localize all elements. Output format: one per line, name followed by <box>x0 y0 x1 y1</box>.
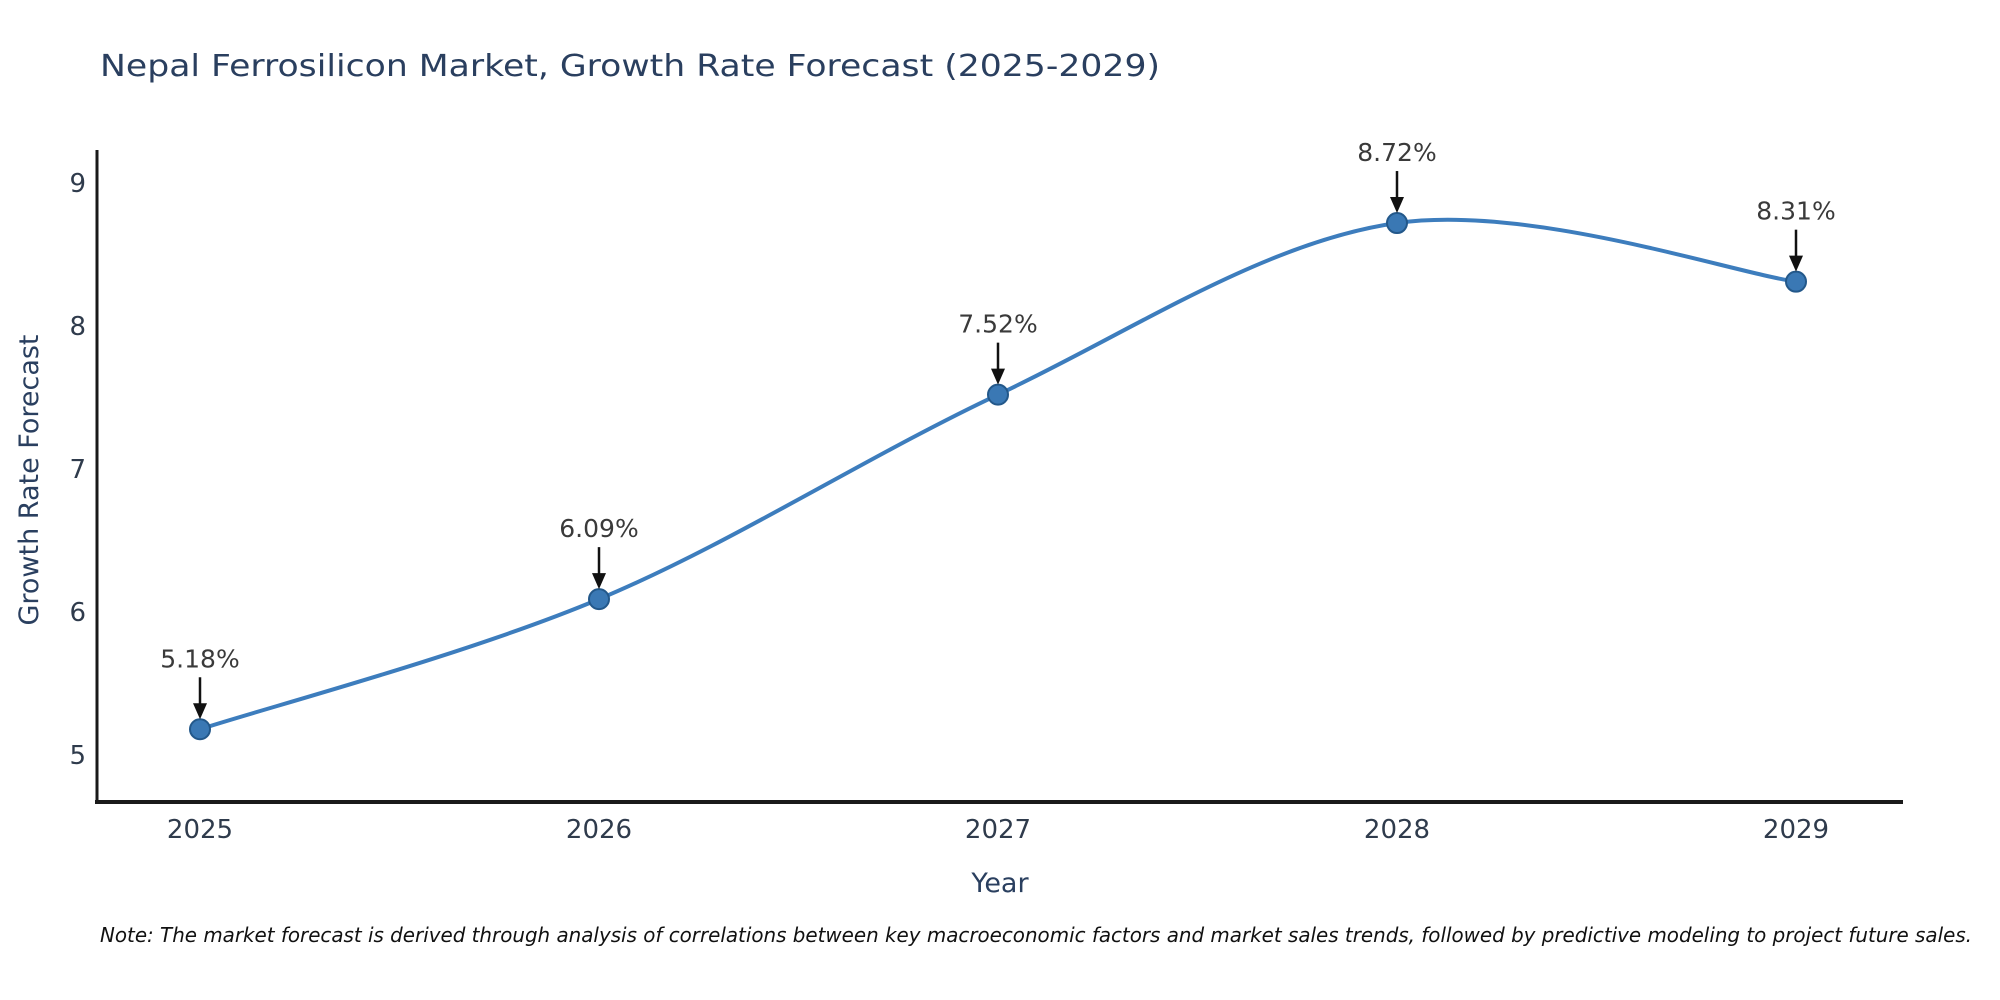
x-tick-2026: 2026 <box>566 815 632 845</box>
y-tick-7: 7 <box>69 455 86 485</box>
data-point-2027 <box>987 383 1009 406</box>
y-tick-9: 9 <box>69 169 86 199</box>
x-tick-2025: 2025 <box>167 815 233 845</box>
point-annotations: 5.18% 6.09% 7.52% 8.72% 8.31% <box>160 138 1836 720</box>
annotation-label-2028: 8.72% <box>1357 138 1436 167</box>
y-axis-title: Growth Rate Forecast <box>14 334 45 625</box>
data-point-2029 <box>1785 270 1807 293</box>
annotation-label-2029: 8.31% <box>1756 197 1835 226</box>
x-tick-2029: 2029 <box>1763 815 1829 845</box>
x-axis-title: Year <box>970 868 1029 899</box>
data-point-2025 <box>189 718 211 741</box>
annotation-label-2026: 6.09% <box>559 514 638 543</box>
axes <box>95 150 1903 804</box>
annotation-2025: 5.18% <box>160 644 240 720</box>
data-point-2028 <box>1386 212 1408 235</box>
annotation-2026: 6.09% <box>559 514 639 590</box>
y-tick-8: 8 <box>69 312 86 342</box>
x-tick-labels: 2025 2026 2027 2028 2029 <box>167 815 1829 845</box>
annotation-label-2027: 7.52% <box>958 310 1037 339</box>
annotation-2029: 8.31% <box>1756 197 1836 272</box>
annotation-arrow-head <box>991 368 1005 385</box>
annotation-2028: 8.72% <box>1357 138 1437 214</box>
y-tick-labels: 5 6 7 8 9 <box>69 169 86 771</box>
y-tick-5: 5 <box>69 741 86 771</box>
chart-title: Nepal Ferrosilicon Market, Growth Rate F… <box>100 49 1160 84</box>
x-tick-2028: 2028 <box>1364 815 1430 845</box>
annotation-arrow-head <box>1390 197 1404 214</box>
data-point-2026 <box>588 588 610 611</box>
y-tick-6: 6 <box>69 598 86 628</box>
x-tick-2027: 2027 <box>965 815 1031 845</box>
annotation-2027: 7.52% <box>958 310 1038 385</box>
annotation-arrow-head <box>193 703 207 720</box>
line-series-growth-rate <box>198 217 1798 732</box>
annotation-arrow-head <box>592 573 606 590</box>
annotation-label-2025: 5.18% <box>160 644 239 673</box>
footnote: Note: The market forecast is derived thr… <box>100 923 1972 947</box>
annotation-arrow-head <box>1789 255 1803 272</box>
